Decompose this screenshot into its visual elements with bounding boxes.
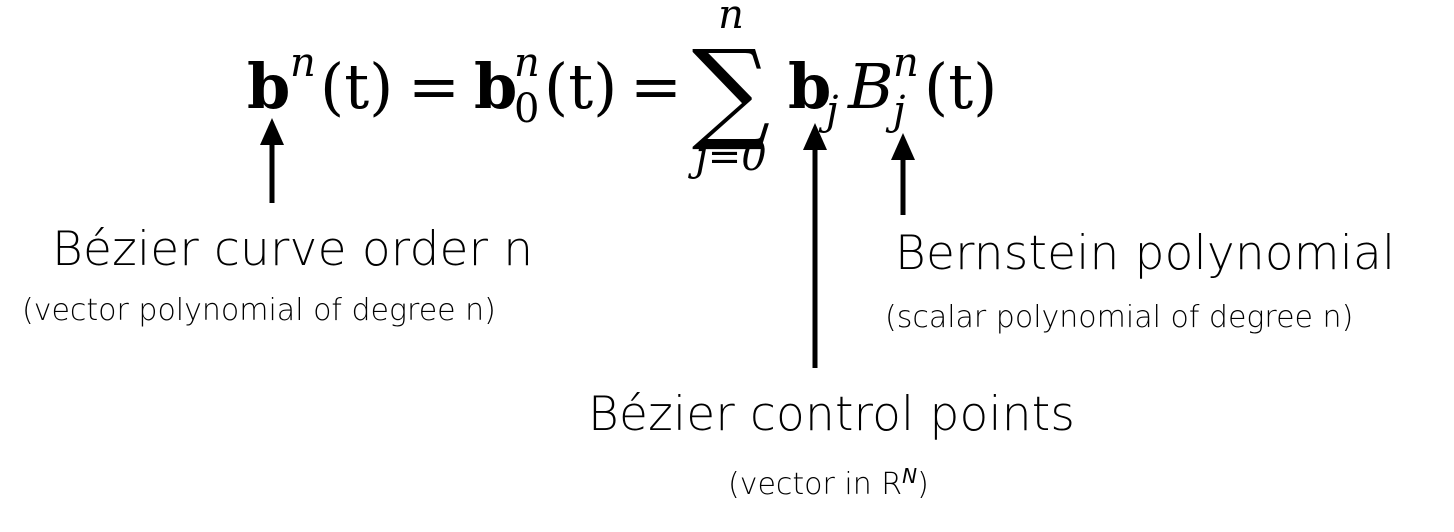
formula-mid-arg: (t) xyxy=(544,50,617,123)
formula-term-B: B xyxy=(847,50,894,123)
bernstein-title: Bernstein polynomial xyxy=(895,226,1396,281)
formula-term-arg: (t) xyxy=(924,50,997,123)
formula-mid-b: b xyxy=(474,50,517,123)
formula-sum-symbol: ∑ xyxy=(692,26,771,154)
formula-sum-upper: n xyxy=(718,0,744,38)
bezier-formula: b n (t) = b n 0 (t) = n ∑ j=0 b j B n j … xyxy=(247,0,997,180)
arrow-control-points xyxy=(803,123,827,368)
formula-equals-1: = xyxy=(408,50,460,123)
control-points-subtitle-suffix: ) xyxy=(917,467,929,502)
formula-lhs-sup-n: n xyxy=(290,40,316,86)
formula-lhs-b: b xyxy=(247,50,290,123)
control-points-subtitle: (vector in RN) xyxy=(728,466,929,500)
arrows xyxy=(260,118,915,368)
curve-order-subtitle: (vector polynomial of degree n) xyxy=(22,293,496,328)
control-points-subtitle-prefix: (vector in R xyxy=(728,467,903,502)
formula-lhs-arg: (t) xyxy=(320,50,393,123)
formula-term-B-sup-n: n xyxy=(893,40,919,86)
arrow-bernstein xyxy=(891,133,915,215)
formula-mid-sup-n: n xyxy=(514,40,540,86)
arrow-curve-order xyxy=(260,118,284,203)
formula-term-b: b xyxy=(788,50,831,123)
control-points-title: Bézier control points xyxy=(588,387,1076,442)
bernstein-subtitle: (scalar polynomial of degree n) xyxy=(885,300,1354,335)
curve-order-title: Bézier curve order n xyxy=(52,222,534,277)
formula-equals-2: = xyxy=(630,50,682,123)
formula-sum-lower: j=0 xyxy=(687,134,766,180)
formula-mid-sub-0: 0 xyxy=(514,86,539,132)
control-points-subtitle-sup: N xyxy=(902,464,918,488)
